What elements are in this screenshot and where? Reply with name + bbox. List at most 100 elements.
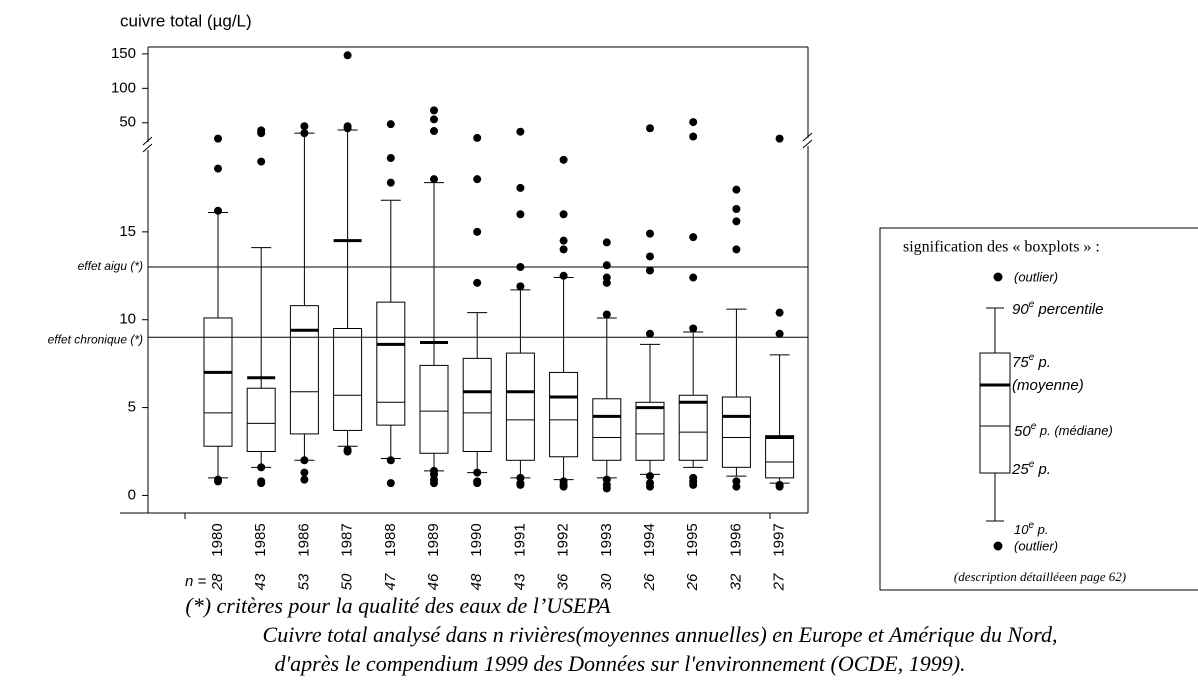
outlier [473,278,482,287]
plot-frame [120,46,813,519]
outlier [559,482,568,491]
outlier [300,456,309,465]
outlier [516,263,525,271]
outlier [386,479,395,488]
outlier [516,183,525,192]
caption: d'après le compendium 1999 des Données s… [274,651,965,676]
y-tick-label: 5 [128,399,136,416]
n-value: 32 [727,573,744,590]
box [505,352,535,461]
outlier [430,175,438,184]
legend-label: (outlier) [1014,538,1058,553]
outlier [473,133,482,142]
box [549,371,579,458]
n-value: 43 [252,573,269,590]
x-tick-label: 1994 [641,523,658,556]
n-value: 27 [771,573,788,591]
outlier [646,329,654,338]
outlier [689,132,698,141]
legend: signification des « boxplots » : (outlie… [879,227,1198,591]
box [765,435,795,479]
box [203,317,233,447]
outlier [300,122,309,131]
outlier [343,447,352,456]
n-value: 46 [425,573,442,590]
legend-note: (description détailléeen page 62) [954,569,1126,584]
outlier [214,206,222,215]
box [592,398,622,461]
n-value: 47 [382,573,399,590]
outlier [732,185,741,194]
outlier [602,273,611,282]
outlier [430,479,438,488]
outlier [516,210,525,219]
outlier [559,210,568,219]
outlier [646,124,654,133]
outlier [300,129,309,138]
outlier [257,126,266,135]
outlier [473,468,482,477]
x-tick-label: 1986 [295,523,312,556]
box [635,401,665,461]
outlier [689,118,698,127]
outlier [257,157,266,166]
x-tick-label: 1992 [555,523,572,556]
outlier [386,154,395,163]
outlier [386,178,395,187]
outlier [775,329,784,338]
outlier [559,155,568,164]
outlier [214,475,222,484]
outlier [775,482,784,491]
reference-label: effet chronique (*) [48,332,143,346]
footnote: (*) critères pour la qualité des eaux de… [185,593,611,618]
outlier [602,310,611,319]
outlier [775,134,784,143]
n-value: 36 [555,573,572,590]
caption: Cuivre total analysé dans n rivières(moy… [263,622,1058,647]
x-tick-label: 1980 [209,523,226,556]
outlier [430,115,438,124]
legend-box [879,227,1198,591]
n-value: 53 [295,573,312,590]
n-value: 26 [641,573,658,591]
outlier [386,456,395,465]
outlier [214,134,222,143]
outlier [602,238,611,247]
x-tick-label: 1996 [727,523,744,556]
outlier [386,120,395,129]
legend-label: 25e p. [1011,459,1051,478]
y-tick-label: 15 [119,223,136,240]
box [246,387,276,452]
chart-title: cuivre total (µg/L) [120,11,252,30]
x-tick-label: 1991 [511,523,528,556]
x-tick-label: 1988 [382,523,399,556]
y-tick-label: 50 [119,114,136,131]
outlier [689,480,698,489]
y-tick-label: 10 [119,311,136,328]
outlier [559,271,568,280]
y-tick-label: 0 [128,486,136,503]
outlier [732,217,741,226]
legend-outlier [993,541,1003,551]
n-value: 26 [684,573,701,591]
box [376,301,406,426]
legend-box-shape [979,352,1011,474]
box [333,328,363,431]
y-tick-label: 100 [111,79,136,96]
x-tick-label: 1995 [684,523,701,556]
outlier [516,127,525,136]
n-value: 30 [598,573,615,590]
outlier [516,480,525,489]
outlier [689,233,698,242]
outlier [343,122,352,131]
box [721,396,751,468]
n-value: 50 [339,573,356,590]
outlier [689,273,698,282]
outlier [602,261,611,270]
outlier [559,236,568,245]
outlier [214,164,222,173]
legend-label: 75e p. [1012,352,1051,371]
y-tick-label: 150 [111,45,136,62]
legend-outlier [993,272,1003,282]
